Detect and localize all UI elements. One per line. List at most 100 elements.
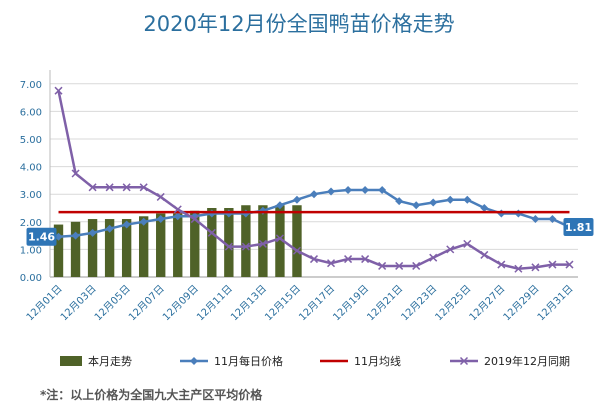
data-point (122, 183, 131, 192)
data-point (378, 261, 387, 270)
bar (138, 216, 149, 277)
data-point (156, 192, 165, 201)
bar (190, 210, 200, 277)
data-point (497, 260, 506, 269)
bar (53, 224, 64, 277)
data-point (480, 204, 489, 212)
data-point (412, 261, 421, 270)
data-point (395, 261, 404, 270)
data-point (190, 215, 199, 224)
x-tick-label: 12月27日 (467, 283, 508, 324)
x-tick-label: 12月05日 (92, 283, 133, 324)
data-label: 1.46 (28, 231, 55, 244)
y-tick-label: 6.00 (20, 107, 42, 118)
bar (121, 219, 132, 277)
data-point (361, 255, 370, 264)
y-tick-label: 1.00 (20, 245, 42, 256)
data-point (378, 186, 387, 195)
data-point (122, 220, 131, 229)
data-point (548, 215, 557, 224)
data-point (429, 253, 438, 262)
x-tick-label: 12月17日 (297, 283, 338, 324)
x-tick-label: 12月25日 (433, 283, 474, 324)
data-point (258, 239, 267, 248)
legend-marker (190, 357, 198, 365)
data-point (71, 169, 80, 178)
data-point (514, 209, 523, 218)
data-point (292, 195, 301, 204)
data-point (412, 201, 421, 210)
bar (241, 205, 251, 277)
bar (224, 208, 234, 277)
y-tick-label: 5.00 (20, 135, 42, 146)
data-point (156, 215, 165, 224)
bar (156, 213, 166, 277)
data-point (292, 246, 301, 255)
x-tick-label: 12月09日 (160, 283, 201, 324)
data-point (275, 201, 284, 210)
data-point (429, 198, 438, 207)
data-point (548, 260, 557, 269)
x-tick-label: 12月23日 (399, 283, 440, 324)
data-point (446, 195, 455, 204)
bar (275, 205, 285, 277)
legend-label: 本月走势 (88, 354, 132, 368)
x-tick-label: 12月31日 (535, 283, 576, 324)
x-tick-label: 12月19日 (331, 283, 372, 324)
x-tick-label: 12月13日 (228, 283, 269, 324)
series-line (57, 90, 570, 270)
bar (207, 208, 217, 277)
x-tick-label: 12月29日 (501, 283, 542, 324)
bar (70, 221, 81, 277)
data-point (531, 215, 540, 224)
data-label-box (26, 227, 57, 246)
x-tick-label: 12月01日 (24, 283, 65, 324)
data-point (327, 187, 336, 196)
data-point (531, 263, 540, 272)
x-tick-label: 12月07日 (126, 283, 167, 324)
y-tick-label: 0.00 (20, 273, 42, 284)
data-point (105, 224, 114, 233)
data-point (275, 234, 284, 243)
bar (258, 205, 268, 277)
data-point (105, 183, 114, 192)
data-point (207, 228, 216, 237)
data-point (463, 239, 472, 248)
data-point (344, 255, 353, 264)
data-point (327, 259, 336, 268)
data-point (565, 260, 574, 269)
data-point (344, 186, 353, 195)
bar (173, 213, 183, 277)
y-tick-label: 4.00 (20, 163, 42, 174)
x-tick-label: 12月11日 (194, 283, 235, 324)
footnote: *注：以上价格为全国九大主产区平均价格 (40, 388, 263, 402)
data-point (309, 255, 319, 264)
data-point (139, 183, 148, 192)
data-point (173, 205, 182, 214)
data-point (361, 186, 370, 195)
data-point (173, 212, 182, 221)
data-point (463, 195, 472, 204)
data-point (224, 242, 233, 251)
data-point (480, 250, 489, 259)
data-point (71, 231, 80, 240)
data-label-box (563, 218, 594, 237)
data-point (514, 264, 523, 273)
data-point (88, 183, 97, 192)
data-point (310, 190, 318, 199)
data-point (54, 86, 63, 95)
bar (87, 219, 98, 277)
y-tick-label: 3.00 (20, 190, 42, 201)
y-tick-label: 2.00 (20, 218, 42, 229)
y-tick-label: 7.00 (20, 80, 42, 91)
legend-label: 11月每日价格 (214, 354, 283, 368)
x-tick-label: 12月21日 (365, 283, 406, 324)
x-tick-label: 12月15日 (262, 283, 303, 324)
bar (104, 219, 115, 277)
chart-title: 2020年12月份全国鸭苗价格走势 (143, 12, 455, 36)
data-point (395, 197, 404, 206)
legend-label: 11月均线 (354, 354, 401, 368)
data-point (446, 245, 455, 254)
data-point (497, 209, 506, 218)
